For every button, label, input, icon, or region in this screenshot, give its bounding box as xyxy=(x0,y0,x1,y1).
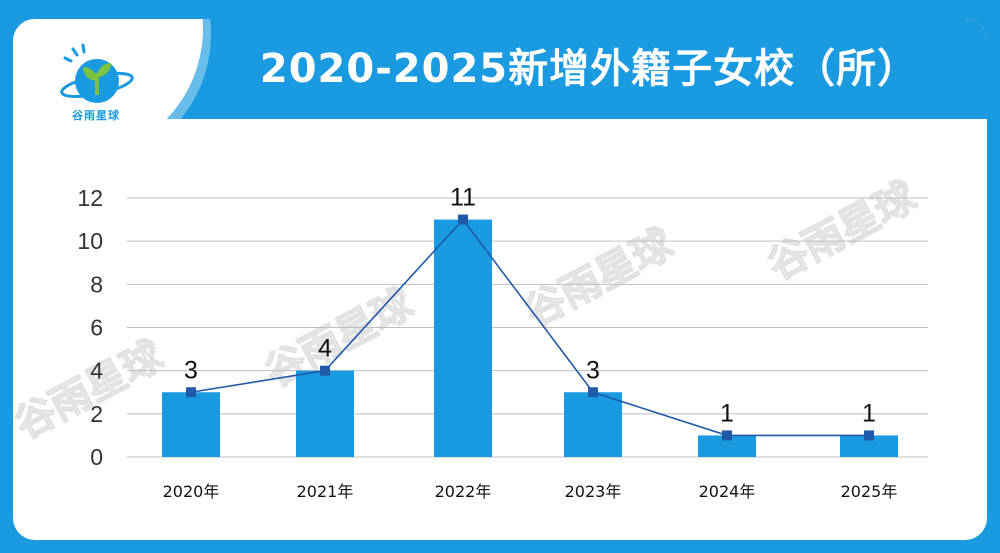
bar xyxy=(698,435,756,457)
line-marker xyxy=(722,430,732,441)
data-label: 4 xyxy=(318,335,332,363)
sprout-planet-icon xyxy=(60,43,134,103)
gridlines xyxy=(127,197,928,458)
data-label: 1 xyxy=(720,399,734,427)
x-tick-label: 2022年 xyxy=(435,482,492,501)
line-marker xyxy=(320,365,330,376)
line-marker xyxy=(458,214,468,225)
watermark-text: 谷雨星球 xyxy=(517,220,681,336)
y-axis-ticks: 0 2 4 6 8 10 12 xyxy=(77,185,103,470)
y-tick-label: 12 xyxy=(77,185,103,211)
line-marker xyxy=(588,387,598,398)
watermark-text: 谷雨星球 xyxy=(7,332,171,448)
x-tick-label: 2023年 xyxy=(565,482,622,501)
y-tick-label: 0 xyxy=(90,444,103,470)
y-tick-label: 6 xyxy=(90,315,103,341)
bar xyxy=(296,370,354,457)
x-tick-label: 2021年 xyxy=(297,482,354,501)
y-tick-label: 4 xyxy=(90,358,103,384)
line-marker xyxy=(186,387,196,398)
y-tick-label: 8 xyxy=(90,271,103,297)
logo: 谷雨星球 xyxy=(57,41,135,127)
trend-line xyxy=(186,214,874,441)
trend-line-path xyxy=(190,218,869,437)
y-tick-label: 10 xyxy=(77,228,103,254)
data-label: 11 xyxy=(450,184,476,212)
watermark-text: 谷雨星球 xyxy=(760,173,924,289)
bar xyxy=(840,435,898,457)
bar xyxy=(434,219,492,457)
y-tick-label: 2 xyxy=(90,401,103,427)
data-label: 3 xyxy=(184,356,198,384)
bar xyxy=(162,392,220,457)
bars xyxy=(162,219,898,457)
line-marker xyxy=(864,430,874,441)
data-label: 1 xyxy=(862,399,876,427)
x-axis-ticks: 2020年 2021年 2022年 2023年 2024年 2025年 xyxy=(163,482,898,501)
data-label: 3 xyxy=(586,356,600,384)
bar xyxy=(564,392,622,457)
logo-text: 谷雨星球 xyxy=(72,109,120,122)
x-tick-label: 2024年 xyxy=(699,482,756,501)
page-title: 2020-2025新增外籍子女校（所） xyxy=(259,46,919,92)
x-tick-label: 2025年 xyxy=(841,482,898,501)
x-tick-label: 2020年 xyxy=(163,482,220,501)
